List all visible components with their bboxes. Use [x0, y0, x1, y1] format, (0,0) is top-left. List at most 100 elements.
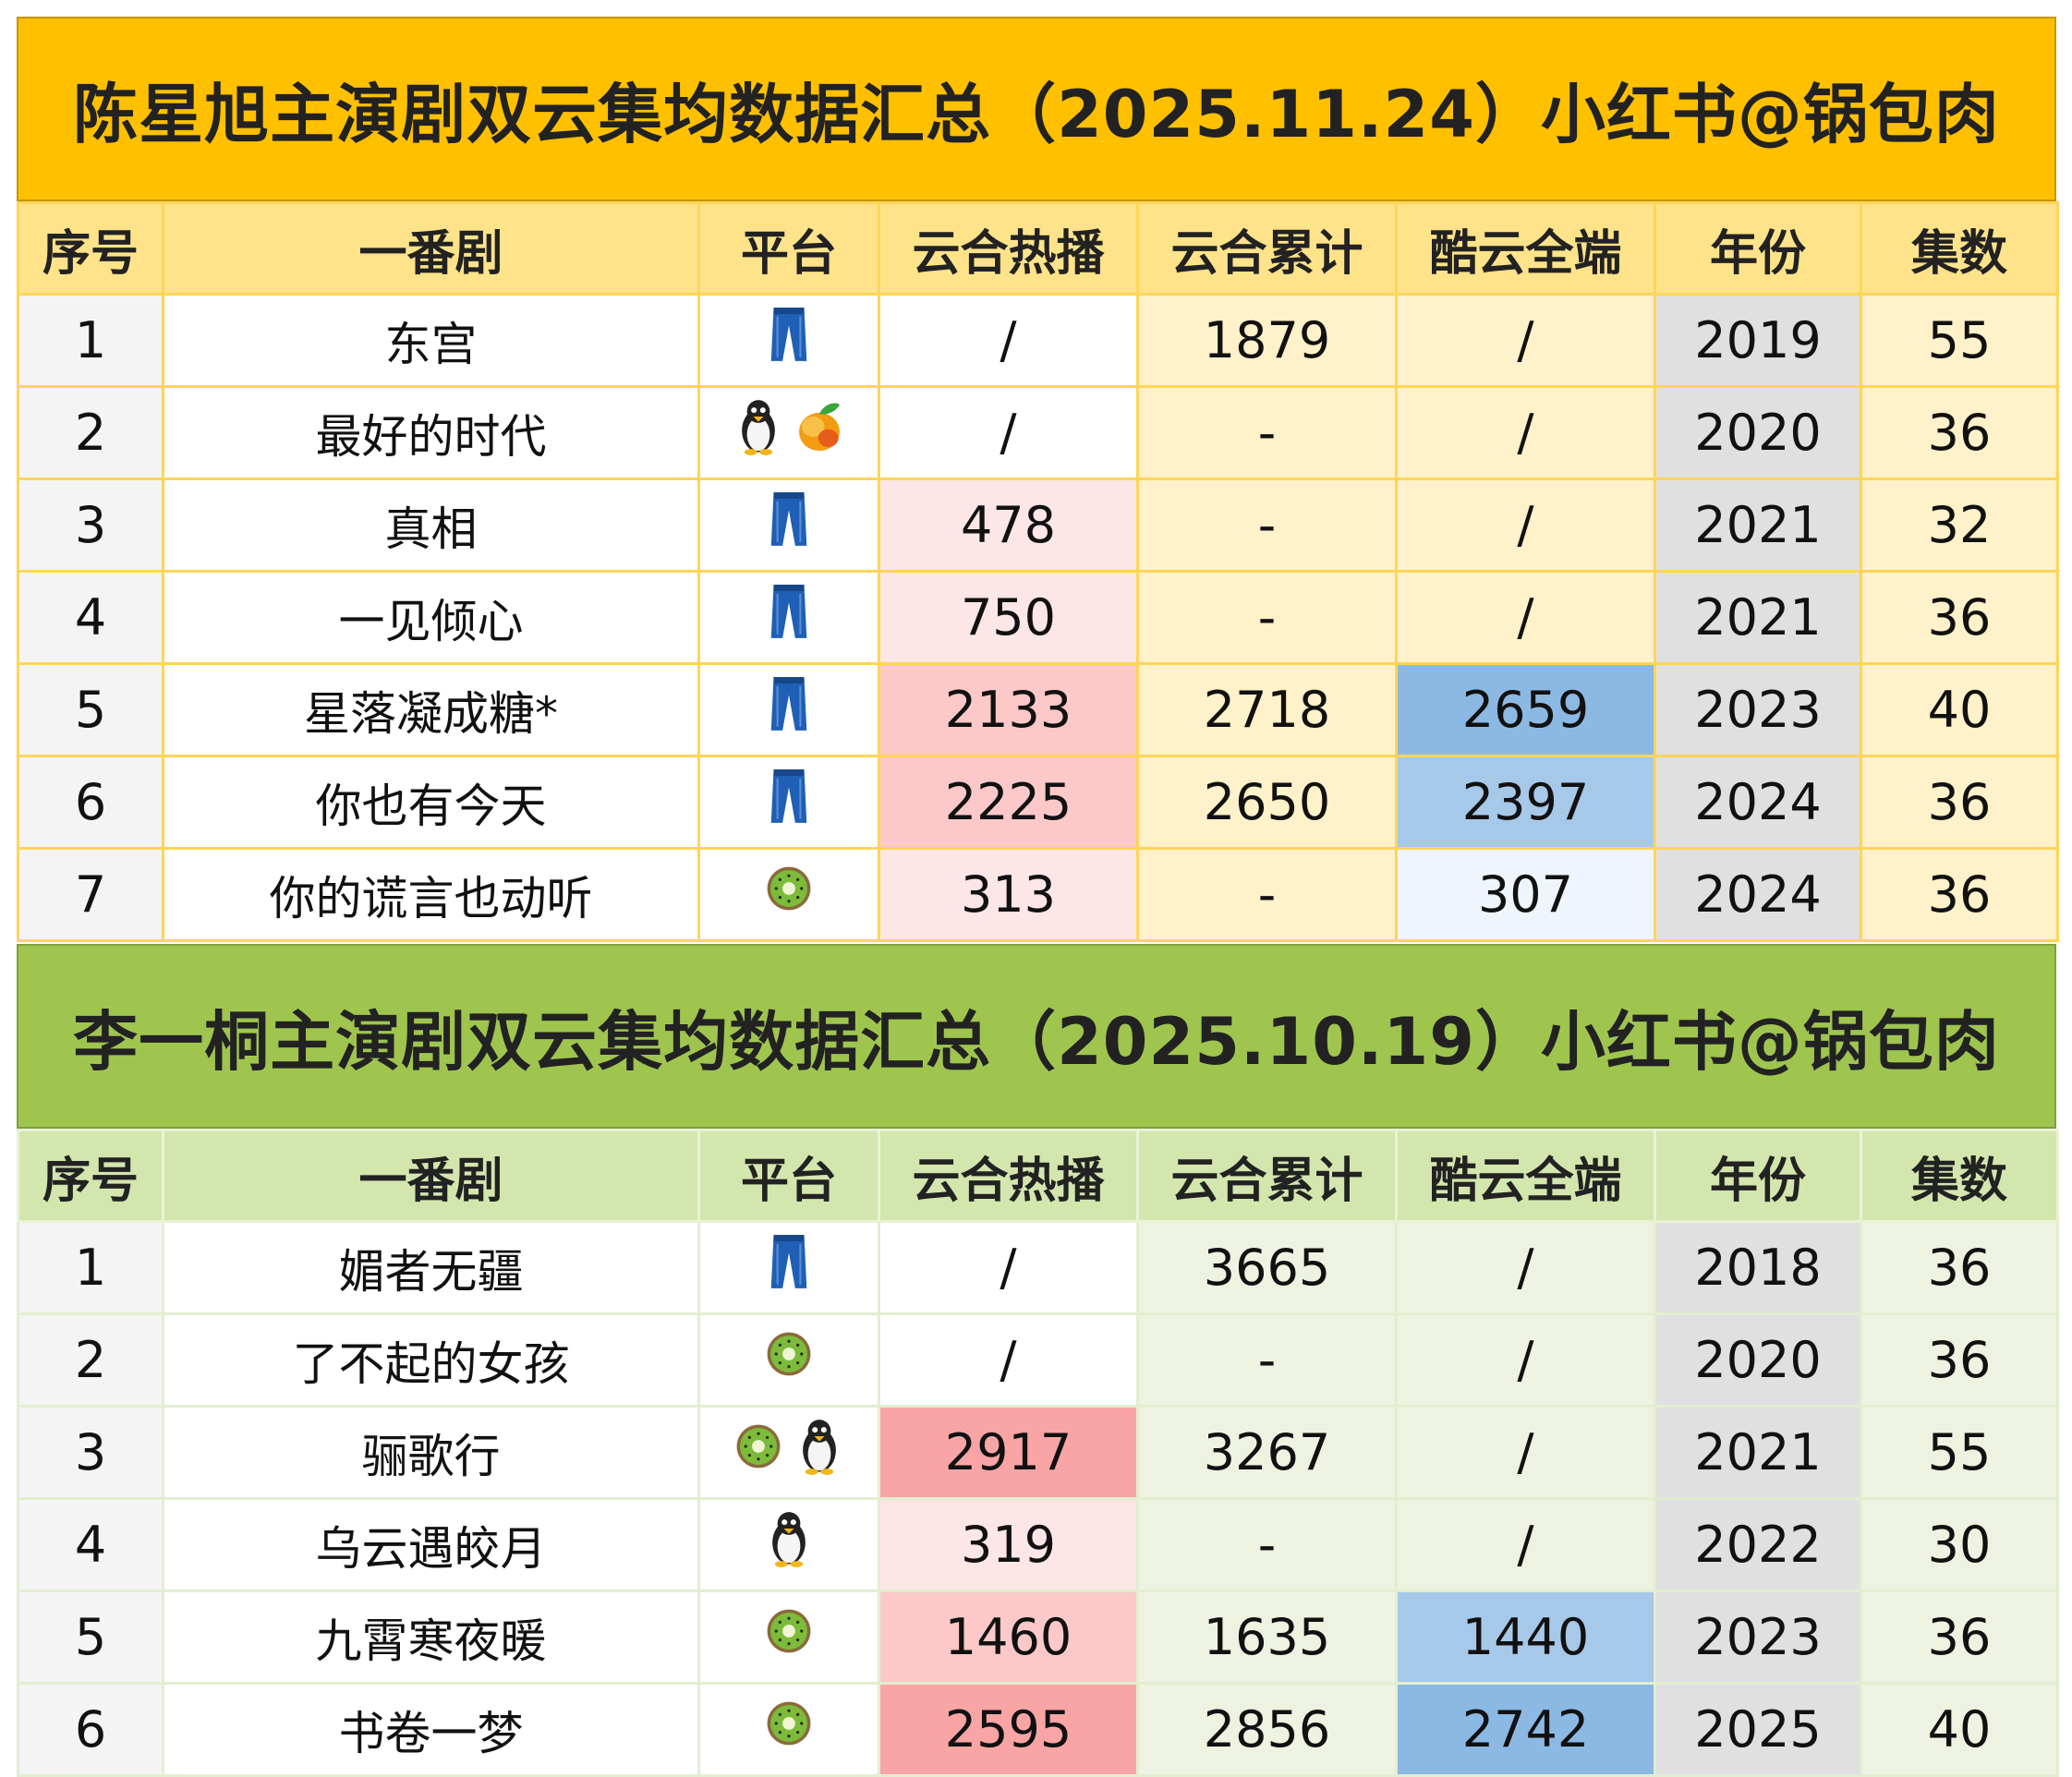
- table-row: 3 骊歌行 2917 3267/2021 55: [17, 1405, 2059, 1500]
- mango-icon: [793, 396, 846, 469]
- episode-count: 40: [1860, 1682, 2059, 1777]
- row-index: 3: [17, 1405, 164, 1500]
- drama-name: 星落凝成糖*: [162, 662, 700, 757]
- table-panel-1: 陈星旭主演剧双云集均数据汇总（2025.11.24）小红书@锅包肉 序号 一番剧…: [17, 17, 2059, 942]
- table-row: 6 你也有今天 2225 2650 2397 2024 36: [17, 755, 2059, 850]
- yunhe-hot-value: 2133: [878, 662, 1139, 757]
- platform-cell: [697, 1497, 880, 1592]
- kiwi-icon: [762, 858, 816, 931]
- year-value: 2020: [1654, 385, 1862, 480]
- kiwi-icon: [732, 1416, 785, 1489]
- jeans-icon: [762, 766, 816, 839]
- platform-cell: [697, 1590, 880, 1685]
- header-row: 序号 一番剧 平台 云合热播 云合累计 酷云全端 年份 集数: [17, 201, 2059, 296]
- yunhe-hot-value: 2595: [878, 1682, 1139, 1777]
- table-row: 2 最好的时代 / -/2020 36: [17, 385, 2059, 480]
- platform-cell: [697, 662, 880, 757]
- row-index: 3: [17, 477, 164, 573]
- episode-count: 36: [1860, 1220, 2059, 1315]
- penguin-icon: [732, 396, 785, 469]
- penguin-icon: [793, 1416, 846, 1489]
- jeans-icon: [762, 581, 816, 654]
- year-value: 2021: [1654, 570, 1862, 665]
- episode-count: 36: [1860, 1312, 2059, 1408]
- row-index: 4: [17, 570, 164, 665]
- episode-count: 36: [1860, 755, 2059, 850]
- yunhe-cumulative-value: -: [1136, 847, 1398, 942]
- yunhe-hot-value: 750: [878, 570, 1139, 665]
- header-yunhe-cumulative: 云合累计: [1136, 1129, 1398, 1223]
- header-yunhe-hot: 云合热播: [878, 1129, 1139, 1223]
- platform-cell: [697, 1220, 880, 1315]
- platform-cell: [697, 477, 880, 573]
- kuyun-value: /: [1395, 1220, 1656, 1315]
- header-drama: 一番剧: [162, 1129, 700, 1223]
- yunhe-cumulative-value: 1635: [1136, 1590, 1398, 1685]
- header-drama: 一番剧: [162, 201, 700, 296]
- episode-count: 36: [1860, 1590, 2059, 1685]
- yunhe-cumulative-value: 2718: [1136, 662, 1398, 757]
- header-platform: 平台: [697, 201, 880, 296]
- drama-name: 东宫: [162, 293, 700, 388]
- episode-count: 55: [1860, 293, 2059, 388]
- table-row: 1 媚者无疆/3665/2018 36: [17, 1220, 2059, 1315]
- platform-cell: [697, 1405, 880, 1500]
- episode-count: 40: [1860, 662, 2059, 757]
- table-row: 4 一见倾心 750-/2021 36: [17, 570, 2059, 665]
- header-year: 年份: [1654, 1129, 1862, 1223]
- kuyun-value: /: [1395, 570, 1656, 665]
- kuyun-value: 307: [1395, 847, 1656, 942]
- header-yunhe-cumulative: 云合累计: [1136, 201, 1398, 296]
- year-value: 2023: [1654, 1590, 1862, 1685]
- yunhe-hot-value: /: [878, 1220, 1139, 1315]
- kiwi-icon: [762, 1601, 816, 1674]
- table-row: 4 乌云遇皎月 319-/2022 30: [17, 1497, 2059, 1592]
- year-value: 2024: [1654, 847, 1862, 942]
- kuyun-value: /: [1395, 1405, 1656, 1500]
- kiwi-icon: [762, 1693, 816, 1766]
- kuyun-value: /: [1395, 1312, 1656, 1408]
- header-kuyun: 酷云全端: [1395, 201, 1656, 296]
- data-table: 序号 一番剧 平台 云合热播 云合累计 酷云全端 年份 集数 1 东宫/1879/…: [17, 201, 2059, 942]
- kuyun-value: 2397: [1395, 755, 1656, 850]
- yunhe-cumulative-value: -: [1136, 570, 1398, 665]
- yunhe-hot-value: 2917: [878, 1405, 1139, 1500]
- platform-cell: [697, 755, 880, 850]
- data-table: 序号 一番剧 平台 云合热播 云合累计 酷云全端 年份 集数 1 媚者无疆/366…: [17, 1129, 2059, 1777]
- year-value: 2021: [1654, 1405, 1862, 1500]
- yunhe-cumulative-value: -: [1136, 1312, 1398, 1408]
- year-value: 2025: [1654, 1682, 1862, 1777]
- drama-name: 九霄寒夜暖: [162, 1590, 700, 1685]
- header-index: 序号: [17, 201, 164, 296]
- drama-name: 媚者无疆: [162, 1220, 700, 1315]
- kuyun-value: /: [1395, 385, 1656, 480]
- table-panel-2: 李一桐主演剧双云集均数据汇总（2025.10.19）小红书@锅包肉 序号 一番剧…: [17, 944, 2059, 1777]
- header-index: 序号: [17, 1129, 164, 1223]
- yunhe-hot-value: 1460: [878, 1590, 1139, 1685]
- header-platform: 平台: [697, 1129, 880, 1223]
- table-row: 1 东宫/1879/2019 55: [17, 293, 2059, 388]
- row-index: 1: [17, 1220, 164, 1315]
- yunhe-hot-value: 478: [878, 477, 1139, 573]
- table-row: 6 书卷一梦 2595 2856 2742 2025 40: [17, 1682, 2059, 1777]
- yunhe-cumulative-value: 3267: [1136, 1405, 1398, 1500]
- row-index: 2: [17, 1312, 164, 1408]
- row-index: 5: [17, 1590, 164, 1685]
- header-yunhe-hot: 云合热播: [878, 201, 1139, 296]
- episode-count: 32: [1860, 477, 2059, 573]
- jeans-icon: [762, 304, 816, 377]
- penguin-icon: [762, 1508, 816, 1581]
- table-row: 5 九霄寒夜暖 1460 1635 1440 2023 36: [17, 1590, 2059, 1685]
- table-row: 7 你的谎言也动听 313-307 2024 36: [17, 847, 2059, 942]
- episode-count: 55: [1860, 1405, 2059, 1500]
- row-index: 4: [17, 1497, 164, 1592]
- platform-cell: [697, 385, 880, 480]
- kuyun-value: /: [1395, 293, 1656, 388]
- drama-name: 你也有今天: [162, 755, 700, 850]
- row-index: 2: [17, 385, 164, 480]
- kuyun-value: 1440: [1395, 1590, 1656, 1685]
- kuyun-value: /: [1395, 1497, 1656, 1592]
- kiwi-icon: [762, 1324, 816, 1396]
- row-index: 6: [17, 1682, 164, 1777]
- platform-cell: [697, 1682, 880, 1777]
